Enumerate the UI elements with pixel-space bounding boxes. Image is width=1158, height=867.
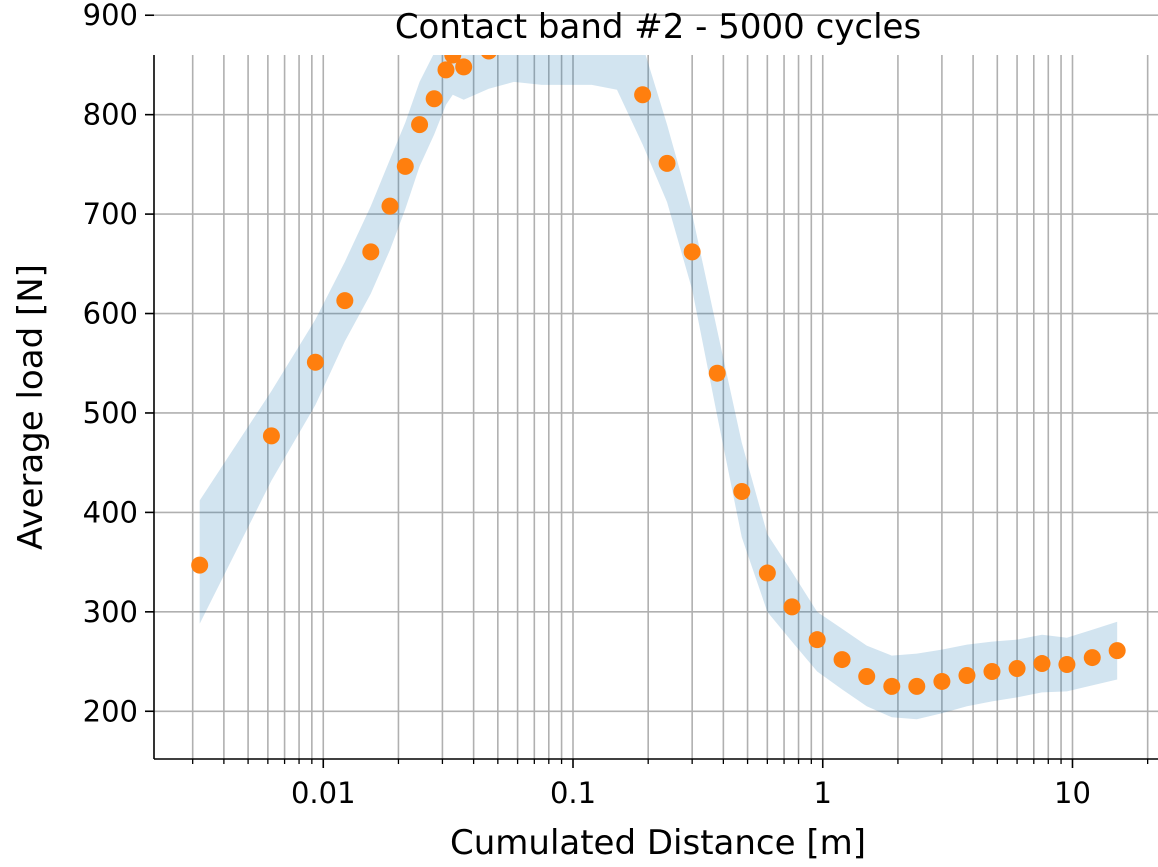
data-point (191, 556, 209, 574)
data-point (883, 677, 901, 695)
data-point (1058, 656, 1076, 674)
x-tick-label: 0.01 (291, 776, 356, 810)
data-point (1083, 649, 1101, 667)
data-point (455, 58, 473, 76)
data-point (396, 157, 414, 175)
data-point (708, 364, 726, 382)
x-tick-label: 1 (814, 776, 832, 810)
data-point (758, 564, 776, 582)
band-area (199, 55, 1118, 720)
axes (153, 55, 1158, 760)
data-point (683, 243, 701, 261)
data-point (425, 90, 443, 108)
y-tick-label: 700 (83, 197, 138, 231)
confidence-band (199, 55, 1118, 720)
chart-title: Contact band #2 - 5000 cycles (395, 7, 921, 47)
data-point (933, 672, 951, 690)
data-point (958, 666, 976, 684)
y-tick-label: 200 (83, 694, 138, 728)
y-tick-label: 300 (83, 595, 138, 629)
grid (154, 14, 1158, 759)
data-point (1008, 660, 1026, 678)
data-point (983, 662, 1001, 680)
data-point (362, 243, 380, 261)
x-axis-label: Cumulated Distance [m] (450, 823, 866, 863)
data-point (833, 651, 851, 669)
data-point (908, 677, 926, 695)
data-point (444, 55, 462, 64)
data-point (808, 631, 826, 649)
x-tick-label: 10 (1054, 776, 1091, 810)
data-point (783, 598, 801, 616)
x-tick-label: 0.1 (550, 776, 596, 810)
y-tick-label: 500 (83, 396, 138, 430)
data-point (733, 483, 751, 501)
x-ticks: 0.01 0.1 1 10 (192, 759, 1149, 810)
data-point (1033, 655, 1051, 673)
y-axis-label: Average load [N] (11, 264, 51, 550)
y-tick-label: 400 (83, 495, 138, 529)
data-point (1108, 642, 1126, 660)
data-point (481, 55, 497, 60)
data-points (191, 55, 1126, 695)
data-point (306, 353, 324, 371)
data-point (858, 667, 876, 685)
y-tick-label: 800 (83, 98, 138, 132)
data-point (262, 427, 280, 445)
data-point (658, 154, 676, 172)
data-point (381, 197, 399, 215)
y-ticks: 200 300 400 500 600 700 800 900 (83, 0, 154, 728)
data-point (336, 292, 354, 310)
data-point (411, 116, 429, 134)
y-tick-label: 600 (83, 297, 138, 331)
data-point (634, 86, 652, 104)
data-point (437, 61, 455, 79)
y-tick-label: 900 (83, 0, 138, 32)
plot-background (154, 55, 1158, 759)
